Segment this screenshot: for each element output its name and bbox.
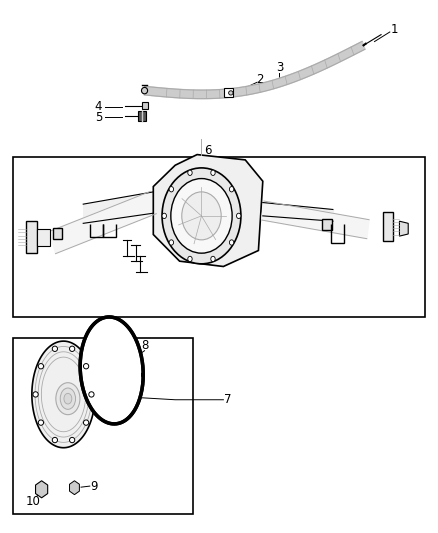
Bar: [26, 221, 37, 253]
Ellipse shape: [70, 346, 75, 351]
Bar: [383, 212, 393, 241]
Ellipse shape: [211, 170, 215, 175]
Text: 10: 10: [25, 495, 40, 507]
Ellipse shape: [171, 179, 232, 253]
Text: 9: 9: [90, 480, 98, 492]
Ellipse shape: [89, 392, 94, 397]
Ellipse shape: [230, 187, 234, 192]
Ellipse shape: [169, 187, 173, 192]
Ellipse shape: [237, 213, 241, 219]
Ellipse shape: [188, 170, 192, 175]
Ellipse shape: [64, 393, 72, 404]
Ellipse shape: [38, 420, 43, 425]
Bar: [224, 87, 233, 97]
Text: 8: 8: [141, 339, 148, 352]
Ellipse shape: [84, 420, 89, 425]
Bar: [53, 228, 62, 239]
Text: 2: 2: [256, 73, 264, 86]
Ellipse shape: [38, 364, 43, 369]
Polygon shape: [153, 155, 263, 266]
Ellipse shape: [52, 346, 57, 351]
Ellipse shape: [182, 192, 221, 240]
Polygon shape: [49, 191, 156, 254]
Ellipse shape: [60, 388, 76, 409]
Ellipse shape: [141, 87, 148, 94]
Ellipse shape: [52, 438, 57, 443]
Bar: [13, 157, 425, 317]
Ellipse shape: [162, 168, 241, 264]
Text: 7: 7: [224, 393, 232, 406]
Text: 5: 5: [95, 111, 102, 124]
Text: 3: 3: [276, 61, 283, 75]
Ellipse shape: [211, 256, 215, 262]
Ellipse shape: [33, 392, 38, 397]
Polygon shape: [144, 42, 365, 99]
Ellipse shape: [56, 383, 80, 415]
Polygon shape: [399, 221, 408, 236]
Ellipse shape: [229, 91, 233, 95]
Ellipse shape: [230, 240, 234, 245]
Polygon shape: [80, 317, 143, 424]
Polygon shape: [32, 341, 95, 448]
Text: 6: 6: [204, 144, 212, 157]
Text: 1: 1: [390, 23, 398, 36]
Ellipse shape: [70, 438, 75, 443]
Ellipse shape: [188, 256, 192, 262]
Ellipse shape: [169, 240, 173, 245]
Bar: [13, 338, 193, 514]
Bar: [37, 229, 50, 246]
Ellipse shape: [84, 364, 89, 369]
Text: 4: 4: [95, 100, 102, 113]
Ellipse shape: [162, 213, 166, 219]
Polygon shape: [261, 201, 369, 239]
Bar: [142, 102, 148, 109]
Bar: [138, 111, 146, 121]
Bar: [322, 219, 332, 230]
